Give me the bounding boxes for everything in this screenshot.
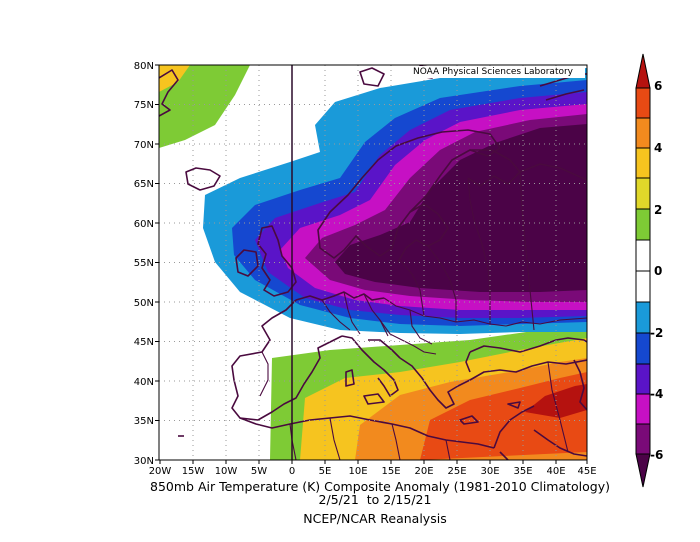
- colorbar-band: [635, 332, 651, 365]
- data-source: NCEP/NCAR Reanalysis: [303, 511, 447, 526]
- lon-label: 25E: [447, 466, 466, 477]
- lat-label: 45N: [134, 337, 154, 348]
- lon-label: 5W: [251, 466, 267, 477]
- longitude-labels: 20W 15W 10W 5W 0 5E 10E 15E 20E 25E 30E …: [149, 466, 597, 477]
- lon-label: 15E: [381, 466, 400, 477]
- colorbar-label: 4: [654, 141, 662, 155]
- lon-label: 40E: [546, 466, 565, 477]
- lat-label: 60N: [134, 219, 154, 230]
- lat-label: 50N: [134, 298, 154, 309]
- colorbar-band: [635, 177, 651, 210]
- lon-label: 10E: [348, 466, 367, 477]
- lon-label: 20E: [414, 466, 433, 477]
- colorbar-band: [635, 147, 651, 179]
- lon-label: 10W: [215, 466, 238, 477]
- lon-label: 30E: [480, 466, 499, 477]
- lat-label: 75N: [134, 100, 154, 111]
- date-range: 2/5/21 to 2/15/21: [318, 492, 432, 507]
- lon-label: 5E: [319, 466, 332, 477]
- colorbar-bottom-arrow: [635, 453, 651, 488]
- map-title: 850mb Air Temperature (K) Composite Anom…: [150, 479, 611, 494]
- colorbar-band: [635, 117, 651, 149]
- warm-anomaly-nw: [159, 65, 250, 148]
- credit-label: NOAA Physical Sciences Laboratory: [401, 66, 585, 78]
- map-panel: [159, 65, 587, 460]
- colorbar-label: -4: [650, 387, 663, 401]
- lon-label: 15W: [182, 466, 205, 477]
- lat-label: 40N: [134, 377, 154, 388]
- lon-label: 35E: [513, 466, 532, 477]
- axis-ticks: [155, 64, 588, 464]
- colorbar-label: 6: [654, 79, 662, 93]
- colorbar-label: 0: [654, 264, 662, 278]
- colorbar-band: [635, 423, 651, 455]
- lon-label: 45E: [577, 466, 596, 477]
- colorbar-label: -6: [650, 448, 663, 462]
- colorbar-band: [635, 208, 651, 241]
- lat-label: 35N: [134, 416, 154, 427]
- latitude-labels: 80N 75N 70N 65N 60N 55N 50N 45N 40N 35N …: [134, 61, 154, 467]
- colorbar-band: [635, 363, 651, 395]
- grid-lines: [159, 65, 587, 460]
- lat-label: 55N: [134, 258, 154, 269]
- colorbar-band: [635, 87, 651, 119]
- colorbar-labels: 6 4 2 0 -2 -4 -6: [650, 79, 663, 462]
- colorbar-label: 2: [654, 203, 662, 217]
- colorbar-band: [635, 239, 651, 272]
- lon-label: 0: [289, 466, 295, 477]
- colorbar-band: [635, 393, 651, 425]
- cold-anomaly-darkpurple: [335, 124, 587, 292]
- lat-label: 80N: [134, 61, 154, 72]
- lat-label: 30N: [134, 456, 154, 467]
- colorbar-band: [635, 270, 651, 303]
- colorbar: [635, 53, 651, 488]
- lat-label: 70N: [134, 140, 154, 151]
- colorbar-top-arrow: [635, 53, 651, 89]
- colorbar-band: [635, 301, 651, 334]
- lon-label: 20W: [149, 466, 172, 477]
- lat-label: 65N: [134, 179, 154, 190]
- colorbar-label: -2: [650, 326, 663, 340]
